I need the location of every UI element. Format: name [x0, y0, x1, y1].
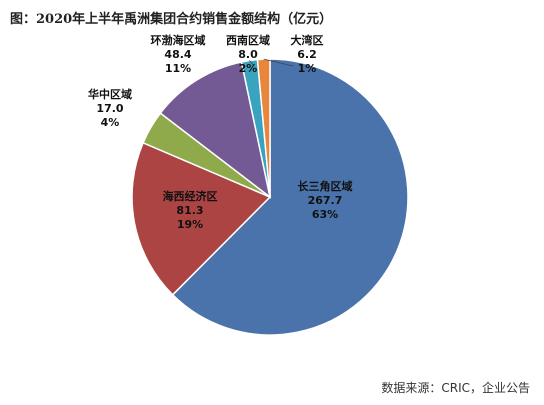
slice-value-0: 267.7: [308, 194, 343, 207]
slice-5: [256, 58, 271, 198]
slice-name-3: 环渤海区域: [151, 33, 206, 47]
source-note: 数据来源：CRIC，企业公告: [381, 381, 530, 395]
slice-name-5: 大湾区: [291, 33, 324, 47]
slice-name-1: 海西经济区: [163, 189, 218, 203]
slice-0: [171, 58, 409, 336]
slice-percent-3: 11%: [165, 62, 191, 75]
slice-percent-4: 2%: [239, 62, 258, 75]
slice-value-3: 48.4: [164, 48, 191, 61]
slice-3: [159, 61, 272, 199]
slice-percent-2: 4%: [101, 116, 120, 129]
leader-line-4: [249, 60, 255, 67]
slice-value-2: 17.0: [96, 102, 123, 115]
slice-value-4: 8.0: [238, 48, 258, 61]
slice-percent-0: 63%: [312, 208, 338, 221]
slice-name-2: 华中区域: [88, 87, 132, 101]
slice-value-1: 81.3: [176, 204, 203, 217]
slice-percent-1: 19%: [177, 218, 203, 231]
chart-title: 图：2020年上半年禹洲集团合约销售金额结构（亿元）: [10, 12, 333, 27]
pie-slices: [131, 58, 409, 336]
leader-line-5: [263, 58, 294, 67]
slice-name-4: 西南区域: [226, 33, 270, 47]
slice-1: [131, 141, 272, 296]
slice-name-0: 长三角区域: [298, 179, 353, 193]
leader-lines: [249, 58, 294, 67]
slice-percent-5: 1%: [298, 62, 317, 75]
slice-value-5: 6.2: [297, 48, 317, 61]
